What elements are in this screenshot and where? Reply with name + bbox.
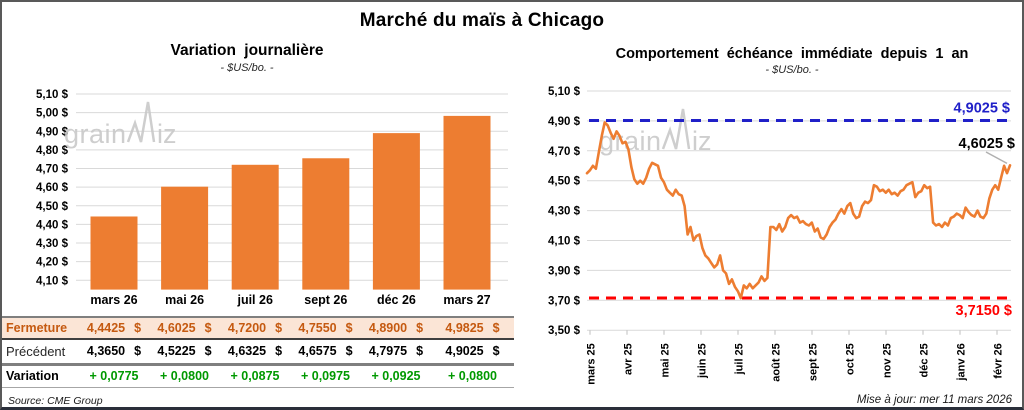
y-tick-label: 4,80 $ [36, 145, 69, 157]
bar-chart-title: Variation journalière [170, 42, 324, 59]
bar-sept 26 [302, 158, 350, 290]
row-label: Variation [6, 369, 59, 383]
y-tick-label: 4,70 $ [548, 146, 581, 158]
table-cell: 4,9825 $ [445, 321, 500, 335]
table-row-var: Variation + 0,0775 + 0,0800 + 0,0875 + 0,097… [2, 364, 514, 387]
x-category-label: mars 27 [443, 293, 490, 307]
y-tick-label: 4,40 $ [36, 219, 69, 231]
x-tick-label: avr 25 [623, 343, 635, 375]
updated-note: Mise à jour: mer 11 mars 2026 [856, 394, 1012, 406]
bar-mai 26 [161, 186, 209, 290]
x-tick-label: juin 25 [697, 343, 709, 379]
bar-juil 26 [231, 164, 279, 290]
row-label: Fermeture [6, 321, 68, 335]
table-row-prev: Précédent 4,3650 $ 4,5225 $ 4,6325 $ 4,6575 $ 4,7… [2, 339, 514, 364]
x-category-label: sept 26 [304, 293, 347, 307]
table-cell: + 0,0800 [447, 369, 497, 383]
y-tick-label: 4,10 $ [548, 236, 581, 248]
table-cell: + 0,0800 [159, 369, 209, 383]
x-category-label: mars 26 [90, 293, 137, 307]
x-category-label: mai 26 [165, 293, 204, 307]
x-tick-label: févr 26 [993, 343, 1005, 378]
x-category-label: juil 26 [236, 293, 272, 307]
price-table: Fermeture 4,4425 $ 4,6025 $ 4,7200 $ 4,7550 $ 4,8… [2, 316, 514, 388]
table-cell: + 0,0875 [230, 369, 280, 383]
bar-déc 26 [372, 133, 420, 290]
table-cell: + 0,0775 [89, 369, 139, 383]
y-tick-label: 4,30 $ [548, 206, 581, 218]
x-tick-label: juil 25 [734, 343, 746, 375]
max-value-label: 4,9025 $ [954, 101, 1010, 117]
bar-mars 27 [443, 115, 491, 290]
y-tick-label: 4,60 $ [36, 182, 69, 194]
table-cell: 4,8900 $ [368, 321, 424, 335]
table-row-close: Fermeture 4,4425 $ 4,6025 $ 4,7200 $ 4,7550 $ 4,8… [2, 317, 514, 339]
y-tick-label: 3,90 $ [548, 265, 581, 277]
x-tick-label: nov 25 [882, 343, 894, 378]
y-tick-label: 4,90 $ [36, 126, 69, 138]
x-tick-label: mars 25 [586, 343, 598, 385]
bar-chart: 5,10 $ 5,00 $ 4,90 $ 4,80 $ 4,70 $ 4,60 $ 4,50… [36, 89, 508, 307]
min-value-label: 3,7150 $ [956, 303, 1012, 319]
y-tick-label: 4,90 $ [548, 116, 581, 128]
grainwiz-watermark: grain iz [64, 101, 177, 149]
table-cell: 4,5225 $ [157, 344, 212, 359]
y-tick-label: 4,50 $ [548, 176, 581, 188]
table-cell: 4,4425 $ [86, 321, 142, 335]
last-value-callout [985, 151, 1008, 165]
svg-text:grain: grain [64, 119, 127, 149]
x-tick-label: août 25 [771, 343, 783, 382]
x-tick-label: janv 26 [956, 343, 968, 381]
y-tick-label: 3,50 $ [548, 325, 581, 337]
y-tick-label: 4,50 $ [36, 201, 69, 213]
svg-text:iz: iz [157, 119, 177, 149]
bar-chart-subtitle: - $US/bo. - [220, 62, 274, 74]
bar-mars 26 [90, 216, 138, 290]
line-chart: 5,10 $ 4,90 $ 4,70 $ 4,50 $ 4,30 $ 4,10 $ 3,90… [548, 86, 1015, 385]
table-cell: 4,7550 $ [298, 321, 353, 335]
table-cell: 4,6325 $ [227, 344, 283, 359]
table-cell: 4,6025 $ [157, 321, 212, 335]
row-label: Précédent [6, 343, 66, 359]
y-tick-label: 5,10 $ [36, 89, 69, 101]
svg-text:iz: iz [692, 126, 712, 156]
x-category-label: déc 26 [377, 293, 416, 307]
table-cell: 4,7200 $ [227, 321, 283, 335]
line-chart-title: Comportement échéance immédiate depuis 1… [615, 46, 969, 62]
table-cell: 4,3650 $ [86, 344, 142, 359]
y-tick-label: 4,10 $ [36, 275, 69, 287]
page-title: Marché du maïs à Chicago [359, 10, 605, 31]
y-tick-label: 4,30 $ [36, 238, 69, 250]
line-chart-subtitle: - $US/bo. - [765, 64, 819, 76]
y-tick-label: 4,70 $ [36, 164, 69, 176]
table-cell: + 0,0975 [300, 369, 350, 383]
y-tick-label: 4,20 $ [36, 257, 69, 269]
price-series-line [585, 121, 1012, 300]
x-tick-label: oct 25 [845, 343, 857, 375]
x-tick-label: déc 25 [919, 343, 931, 377]
table-cell: + 0,0925 [371, 369, 421, 383]
x-tick-label: mai 25 [660, 343, 672, 377]
last-value-label: 4,6025 $ [959, 136, 1015, 152]
y-tick-label: 5,10 $ [548, 86, 581, 98]
table-cell: 4,6575 $ [298, 344, 353, 359]
source-note: Source: CME Group [8, 395, 103, 407]
y-tick-label: 3,70 $ [548, 295, 581, 307]
y-tick-label: 5,00 $ [36, 108, 69, 120]
table-cell: 4,9025 $ [445, 344, 500, 359]
x-tick-label: sept 25 [808, 343, 820, 381]
table-cell: 4,7975 $ [368, 344, 424, 359]
